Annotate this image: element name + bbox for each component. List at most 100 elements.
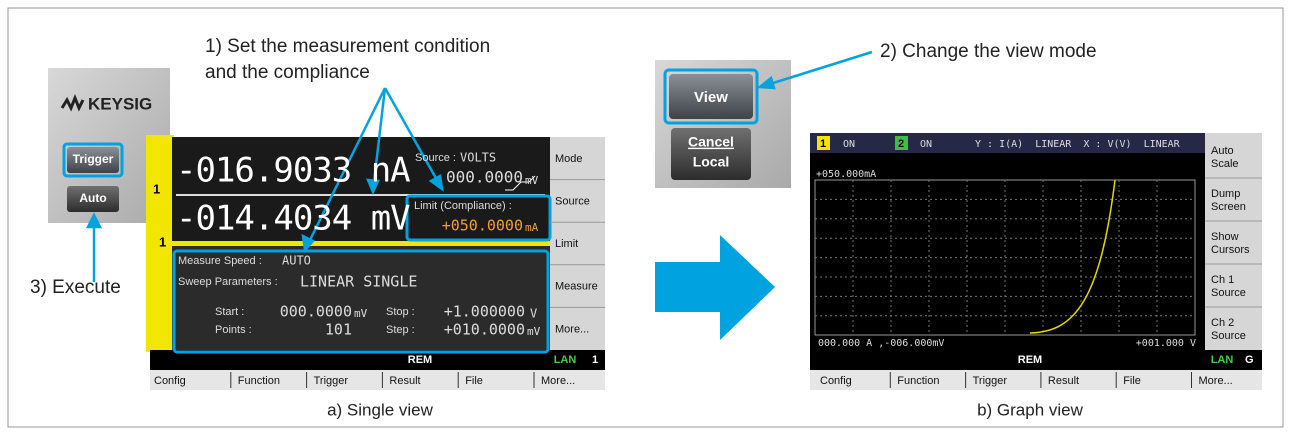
graph-area	[810, 153, 1205, 350]
label: mA	[525, 221, 539, 234]
label: Start :	[215, 306, 244, 318]
ch-badge	[817, 136, 830, 150]
key-label: Trigger	[73, 152, 114, 166]
softkey: Show	[1211, 231, 1239, 243]
label: ON	[843, 139, 855, 150]
label: Sweep Parameters :	[178, 276, 278, 288]
channel: 2	[898, 138, 904, 150]
label: 000.0000	[446, 168, 523, 187]
label: Y : I(A) LINEAR X : V(V) LINEAR	[975, 139, 1181, 150]
view-key[interactable]	[669, 74, 753, 119]
channel: 1	[153, 181, 160, 196]
softkey: Cursors	[1211, 244, 1250, 256]
label: mV	[525, 174, 539, 187]
softkey: Scale	[1211, 158, 1239, 170]
cancel-key[interactable]	[671, 128, 751, 180]
staircase-icon	[505, 175, 536, 191]
label: Source :	[415, 152, 456, 164]
annotation: 2) Change the view mode	[880, 41, 1097, 62]
status: REM	[408, 354, 432, 366]
label: +050.0000	[442, 217, 523, 235]
label: +001.000 V	[1136, 338, 1196, 349]
softkey-panel	[550, 137, 605, 350]
main-display	[172, 137, 550, 241]
iv-curve	[1029, 179, 1116, 334]
key-label: Cancel	[688, 134, 734, 150]
logo: KEYSIG	[88, 94, 152, 113]
status-bar	[810, 350, 1262, 370]
highlight	[62, 142, 124, 178]
yellow-line	[172, 241, 550, 246]
voltage-value: -014.4034 mV	[176, 199, 410, 239]
softkey: Source	[1211, 330, 1246, 342]
label: Points :	[215, 324, 252, 336]
status: G	[1245, 354, 1254, 366]
label: Measure Speed :	[178, 255, 262, 267]
trigger-key[interactable]	[67, 147, 119, 173]
softkey: Ch 1	[1211, 274, 1234, 286]
menu-item: Function	[238, 375, 280, 387]
menu-item: Config	[820, 375, 852, 387]
label: 000.000 A ,-006.000mV	[818, 338, 944, 349]
label: ON	[920, 139, 932, 150]
label: Stop :	[386, 306, 415, 318]
menu-item: Function	[897, 375, 939, 387]
label: 101	[325, 321, 352, 339]
auto-key[interactable]	[67, 186, 119, 212]
softkey: Mode	[555, 153, 583, 165]
softkey: Source	[1211, 287, 1246, 299]
menu-item: Result	[1048, 375, 1079, 387]
status: LAN	[1211, 354, 1234, 366]
status-bar	[150, 350, 605, 370]
status: 1	[592, 354, 598, 366]
label: mV	[527, 325, 541, 338]
yellow-bar	[146, 135, 174, 352]
label: +050.000mA	[816, 169, 876, 180]
softkey: Dump	[1211, 188, 1240, 200]
softkey: More...	[555, 323, 589, 335]
menu-bar	[150, 370, 605, 390]
highlight	[172, 249, 550, 354]
status: LAN	[554, 354, 577, 366]
label: V	[530, 307, 537, 321]
channel: 1	[820, 138, 826, 150]
menu-item: Trigger	[973, 375, 1008, 387]
annotation: 1) Set the measurement condition	[205, 36, 490, 57]
label: VOLTS	[460, 151, 496, 165]
label: Step :	[386, 324, 415, 336]
label: +010.0000	[444, 321, 525, 339]
caption: a) Single view	[327, 400, 434, 419]
menu-item: More...	[541, 375, 575, 387]
transition-arrow	[655, 235, 775, 340]
label: +1.000000	[444, 303, 525, 321]
key-label: Auto	[79, 191, 106, 205]
key-label: View	[694, 89, 728, 106]
label: LINEAR SINGLE	[300, 273, 417, 291]
menu-item: File	[1123, 375, 1141, 387]
menu-item: Result	[389, 375, 420, 387]
label: Limit (Compliance) :	[414, 200, 512, 212]
frame	[7, 7, 1284, 428]
params-display	[172, 246, 550, 350]
label: mV	[354, 307, 368, 320]
key-label: Local	[693, 154, 730, 170]
menu-item: Trigger	[314, 375, 349, 387]
highlight	[663, 68, 759, 125]
current-value: -016.9033 nA	[176, 151, 410, 191]
caption: b) Graph view	[977, 400, 1084, 419]
channel: 1	[159, 234, 166, 249]
softkey: Source	[555, 196, 590, 208]
callouts	[85, 50, 873, 282]
softkey: Measure	[555, 281, 598, 293]
grid	[815, 180, 1195, 335]
softkey: Ch 2	[1211, 317, 1234, 329]
graph-header	[810, 133, 1205, 153]
menu-item: File	[465, 375, 483, 387]
highlight	[405, 194, 552, 242]
softkey: Screen	[1211, 201, 1246, 213]
menu-bar	[810, 370, 1262, 390]
logo-mark	[60, 93, 85, 112]
softkey-panel	[1205, 133, 1262, 350]
softkey: Auto	[1211, 145, 1234, 157]
